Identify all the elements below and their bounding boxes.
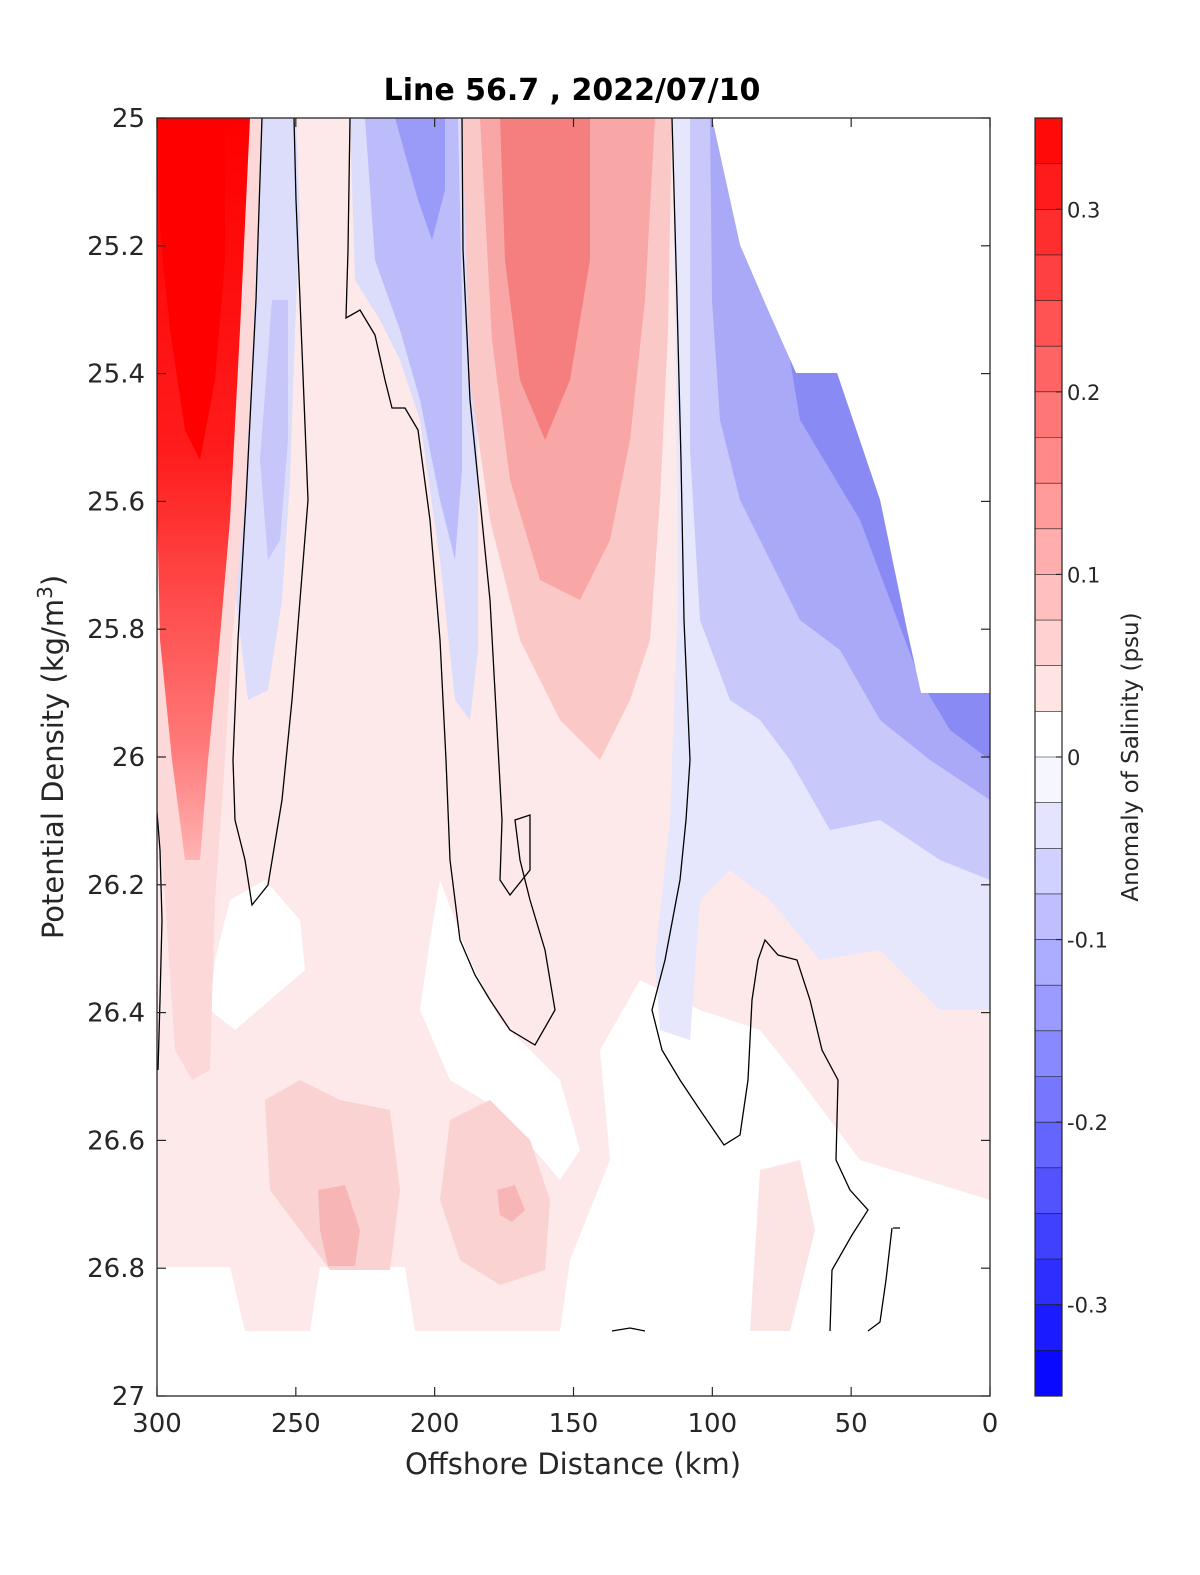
x-tick-label: 200 (410, 1409, 460, 1439)
colorbar-level (1035, 209, 1062, 256)
near-zero-region-mid (420, 880, 580, 1180)
y-tick-label: 26.8 (87, 1254, 145, 1284)
deep-salty-patch-240-core (318, 1185, 360, 1266)
y-axis-label-main: Potential Density (kg/m (36, 599, 70, 939)
near-zero-region-bottom-left (157, 1267, 245, 1331)
colorbar-level (1035, 620, 1062, 667)
colorbar-tick-label: 0.3 (1067, 198, 1100, 222)
deep-salty-patch-175-core (497, 1185, 525, 1222)
salty-core-165-core (500, 118, 590, 440)
deep-salty-patch-175 (440, 1100, 550, 1285)
colorbar-level (1035, 848, 1062, 895)
x-axis-label: Offshore Distance (km) (405, 1447, 741, 1481)
y-tick-label: 25.4 (87, 360, 145, 390)
colorbar-tick-label: -0.2 (1067, 1111, 1108, 1135)
colorbar-level (1035, 1030, 1062, 1077)
y-tick-label: 27 (112, 1382, 145, 1412)
y-tick-label: 25 (112, 104, 145, 134)
x-tick-label: 100 (688, 1409, 738, 1439)
y-tick-label: 26.4 (87, 999, 145, 1029)
weak-positive-nearshore-patch (750, 1160, 815, 1331)
colorbar-level (1035, 528, 1062, 575)
deep-salty-patch-240 (265, 1080, 400, 1270)
fresh-band-210-mid (365, 118, 462, 560)
colorbar-tick-label: -0.1 (1067, 929, 1108, 953)
chart-title: Line 56.7 , 2022/07/10 (384, 73, 761, 108)
colorbar-level (1035, 1167, 1062, 1214)
colorbar-level (1035, 437, 1062, 484)
y-tick-label: 26.2 (87, 871, 145, 901)
near-zero-region-nearshore (560, 980, 990, 1331)
contour-line-5 (867, 1227, 900, 1332)
contour-line-2 (345, 118, 556, 1046)
x-tick-label: 250 (271, 1409, 321, 1439)
zero-contours (157, 118, 900, 1332)
x-tick-label: 0 (982, 1409, 999, 1439)
x-axis: 300 250 200 150 100 50 0 (132, 118, 998, 1439)
colorbar-tick-label: -0.3 (1067, 1294, 1108, 1318)
colorbar-level (1035, 300, 1062, 347)
colorbar-tick-label: 0 (1067, 746, 1080, 770)
colorbar-ticks: 0.3 0.2 0.1 0 -0.1 -0.2 -0.3 (1056, 198, 1108, 1318)
colorbar-level (1035, 939, 1062, 986)
y-axis-label: Potential Density (kg/m3) (33, 575, 70, 939)
y-tick-label: 25.8 (87, 615, 145, 645)
contour-line-6 (611, 1327, 646, 1332)
colorbar-level (1035, 1122, 1062, 1169)
colorbar-level (1035, 346, 1062, 393)
colorbar-level (1035, 483, 1062, 530)
colorbar-level (1035, 665, 1062, 712)
y-tick-label: 25.6 (87, 487, 145, 517)
y-axis-label-close: ) (36, 575, 70, 586)
colorbar-level (1035, 574, 1062, 621)
colorbar-tick-label: 0.2 (1067, 381, 1100, 405)
contour-line-3 (651, 118, 869, 1332)
colorbar (1035, 117, 1062, 1397)
contour-line-1 (232, 118, 309, 907)
contour-line-4 (157, 811, 163, 1071)
colorbar-level (1035, 1304, 1062, 1351)
colorbar-level (1035, 391, 1062, 438)
y-tick-label: 26 (112, 743, 145, 773)
colorbar-level (1035, 893, 1062, 941)
colorbar-tick-label: 0.1 (1067, 563, 1100, 587)
x-tick-label: 150 (549, 1409, 599, 1439)
colorbar-level (1035, 985, 1062, 1032)
colorbar-level (1035, 1213, 1062, 1260)
colorbar-level (1035, 1076, 1062, 1123)
y-tick-label: 26.6 (87, 1126, 145, 1156)
near-zero-region-bottom-mid (310, 1267, 415, 1331)
near-zero-region-offshore (210, 880, 305, 1030)
y-axis: 25 25.2 25.4 25.6 25.8 26 26.2 26.4 26.6 26.8 27 (87, 104, 990, 1412)
x-tick-label: 50 (835, 1409, 868, 1439)
y-axis-label-superscript: 3 (33, 586, 57, 599)
colorbar-level (1035, 163, 1062, 210)
x-tick-label: 300 (132, 1409, 182, 1439)
colorbar-level (1035, 1259, 1062, 1306)
y-tick-label: 25.2 (87, 232, 145, 262)
colorbar-level (1035, 1350, 1062, 1397)
colorbar-level (1035, 802, 1062, 849)
colorbar-level (1035, 711, 1062, 758)
colorbar-level (1035, 254, 1062, 302)
fresh-band-255-inner (260, 300, 288, 560)
colorbar-level (1035, 118, 1062, 165)
offshore-salty-core-peak (160, 118, 225, 460)
colorbar-level (1035, 757, 1062, 804)
fresh-band-210-core (395, 118, 445, 240)
colorbar-label: Anomaly of Salinity (psu) (1118, 612, 1144, 901)
